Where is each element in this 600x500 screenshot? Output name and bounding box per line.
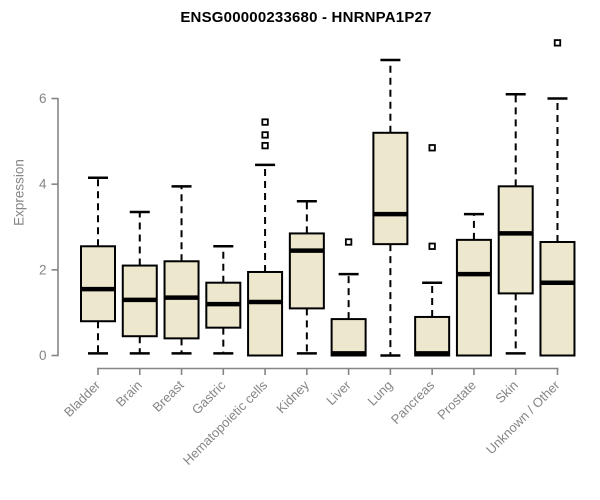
boxplot-liver bbox=[330, 238, 367, 357]
outlier-point bbox=[261, 118, 269, 126]
x-tick-label-breast: Breast bbox=[149, 377, 186, 414]
x-tick-label-kidney: Kidney bbox=[273, 377, 312, 416]
iqr-box bbox=[247, 270, 284, 357]
boxplot-prostate bbox=[455, 212, 492, 357]
y-tick-label: 0 bbox=[39, 348, 47, 363]
boxplot-kidney bbox=[288, 200, 325, 355]
x-tick-label-pancreas: Pancreas bbox=[388, 377, 438, 427]
outlier-point bbox=[261, 131, 269, 139]
iqr-box bbox=[80, 245, 116, 323]
boxplot-skin bbox=[497, 92, 534, 355]
chart-title: ENSG00000233680 - HNRNPA1P27 bbox=[180, 9, 432, 26]
iqr-box bbox=[372, 131, 409, 246]
iqr-box bbox=[497, 185, 534, 295]
y-tick-label: 4 bbox=[39, 177, 47, 192]
boxplot-breast bbox=[163, 185, 200, 355]
boxplot-brain bbox=[121, 210, 158, 355]
boxplot-bladder bbox=[80, 176, 116, 355]
x-tick-label-brain: Brain bbox=[113, 378, 145, 410]
x-tick-label-skin: Skin bbox=[492, 378, 520, 406]
y-tick-label: 6 bbox=[39, 91, 47, 106]
outlier-point bbox=[261, 141, 269, 150]
iqr-box bbox=[288, 232, 325, 310]
outlier-point bbox=[428, 242, 436, 250]
x-tick-label-unknown-other: Unknown / Other bbox=[483, 377, 563, 457]
iqr-box bbox=[330, 318, 367, 357]
boxplot-gastric bbox=[205, 245, 242, 355]
iqr-box bbox=[455, 238, 492, 357]
outlier-point bbox=[553, 39, 562, 47]
boxplot-pancreas bbox=[414, 144, 451, 357]
x-tick-label-lung: Lung bbox=[364, 378, 395, 409]
y-tick-label: 2 bbox=[39, 262, 47, 277]
x-tick-label-gastric: Gastric bbox=[189, 377, 229, 417]
outlier-point bbox=[344, 238, 353, 246]
boxplot-lung bbox=[372, 58, 409, 357]
x-tick-label-prostate: Prostate bbox=[434, 378, 479, 423]
iqr-box bbox=[414, 315, 451, 357]
boxplot-unknown-other bbox=[539, 39, 576, 357]
outlier-point bbox=[428, 144, 436, 152]
x-tick-label-liver: Liver bbox=[323, 377, 354, 408]
boxplot-hematopoietic-cells bbox=[247, 118, 284, 357]
x-tick-label-bladder: Bladder bbox=[61, 377, 104, 420]
y-axis: 0 2 4 6 bbox=[39, 91, 59, 363]
iqr-box bbox=[539, 241, 576, 357]
